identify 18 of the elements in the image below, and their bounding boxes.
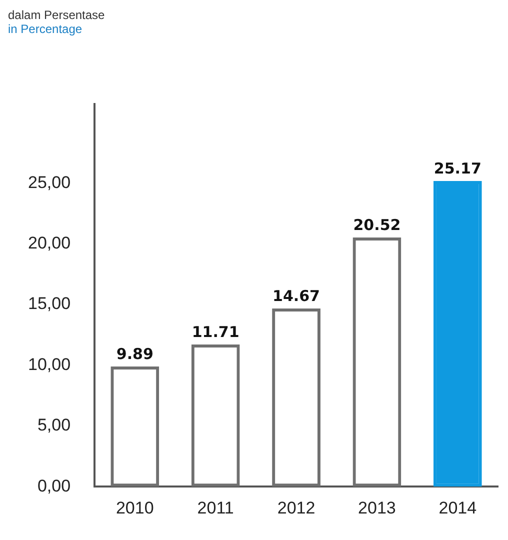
data-label: 14.67 [272,286,320,305]
x-tick-label: 2012 [277,498,316,518]
data-label: 9.89 [116,344,154,363]
x-tick-label: 2014 [438,498,477,518]
y-tick-label: 15,00 [28,294,71,314]
y-tick-label: 25,00 [28,172,71,192]
x-tick-label: 2013 [358,498,396,518]
data-label: 11.71 [192,322,240,341]
chart-title: dalam Persentase [8,8,105,22]
data-label: 25.17 [434,159,482,178]
y-tick-label: 10,00 [28,354,71,374]
x-tick-label: 2010 [116,498,154,518]
y-tick-label: 0,00 [37,476,71,496]
data-label: 20.52 [353,216,401,234]
x-tick-label: 2011 [197,498,234,518]
y-tick-label: 20,00 [28,233,71,252]
y-tick-label: 5,00 [37,416,71,435]
chart-subtitle: in Percentage [8,22,82,36]
